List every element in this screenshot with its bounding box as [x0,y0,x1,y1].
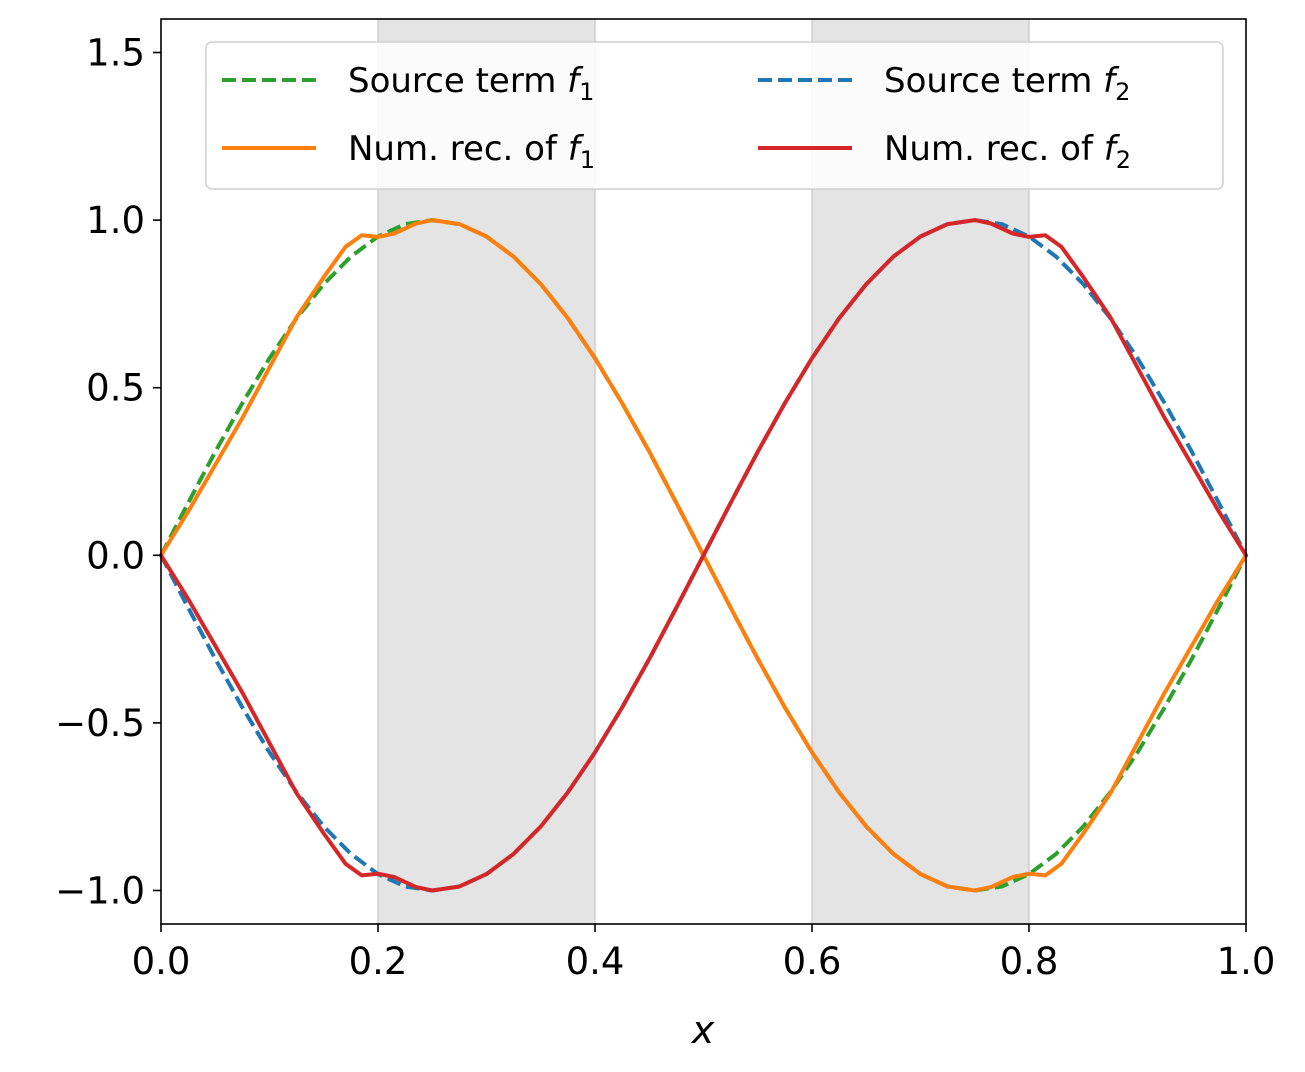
x-tick-label: 0.8 [1000,940,1059,983]
legend-box [205,41,1224,190]
x-tick-label: 0.4 [566,940,625,983]
series-lines [159,218,1248,893]
legend-label-1: Source term f1 [348,61,594,106]
plot-area-frame [160,18,1247,925]
x-tick-label: 1.0 [1217,940,1276,983]
legend-label-4: Num. rec. of f2 [884,129,1131,174]
x-tick-label: 0.0 [132,940,191,983]
y-tick-label: −0.5 [55,702,145,745]
x-tick-label: 0.2 [349,940,408,983]
y-axis-ticks: −1.0 −0.5 0.0 0.5 1.0 1.5 [55,32,161,912]
y-tick-label: −1.0 [55,869,145,912]
x-axis-ticks: 0.0 0.2 0.4 0.6 0.8 1.0 [132,924,1276,983]
y-tick-label: 0.0 [86,534,145,577]
y-tick-label: 1.5 [86,32,145,75]
x-axis-label: x [691,1008,715,1052]
series-line-4 [159,218,1248,893]
legend: Source term f1 Source term f2 Num. rec. of… [205,41,1224,190]
y-tick-label: 1.0 [86,199,145,242]
y-tick-label: 0.5 [86,367,145,410]
legend-label-2: Source term f2 [884,61,1130,106]
legend-label-3: Num. rec. of f1 [348,129,595,174]
x-tick-label: 0.6 [783,940,842,983]
